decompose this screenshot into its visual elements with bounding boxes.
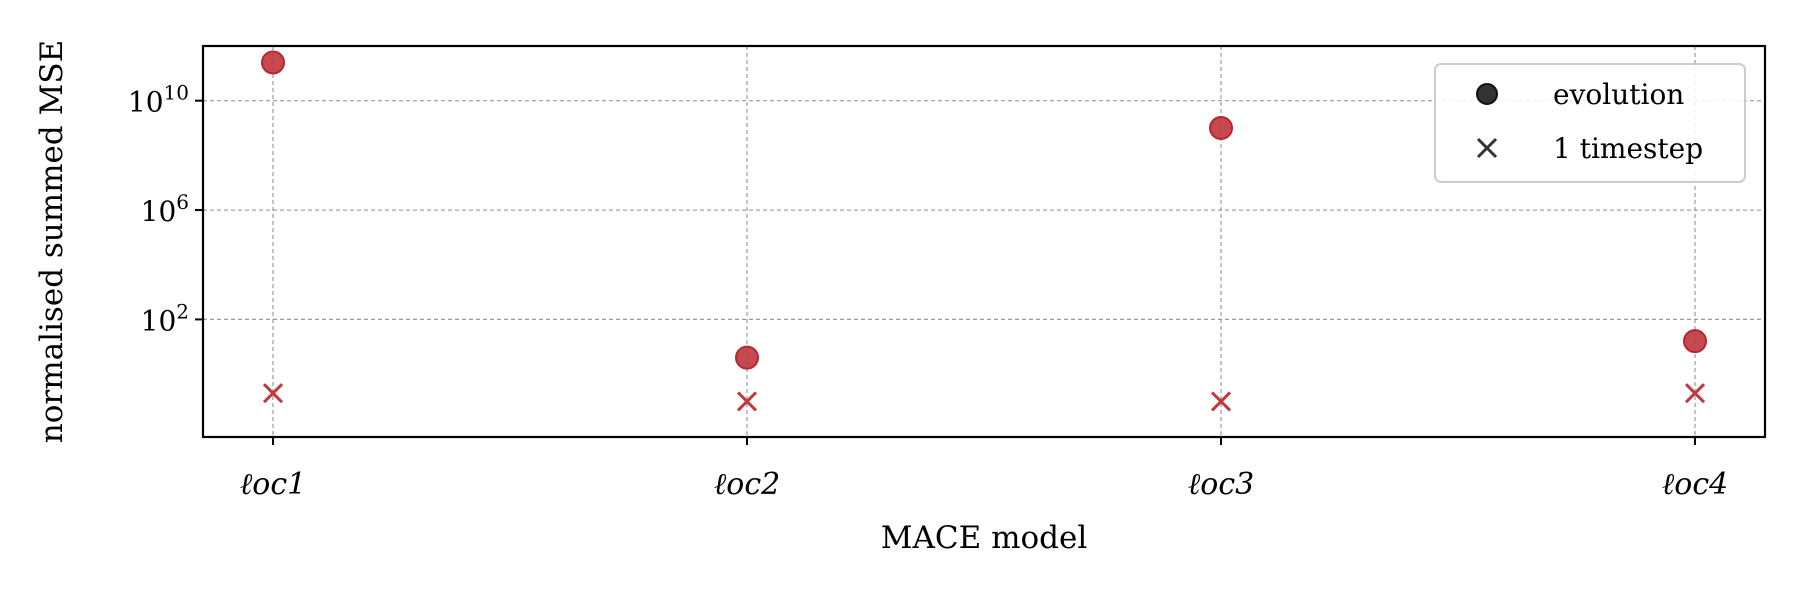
point-evolution xyxy=(735,345,759,370)
legend-label-evolution: evolution xyxy=(1553,78,1684,111)
x-tick-label: ℓoc3 xyxy=(1188,467,1254,502)
plot-frame xyxy=(201,44,1767,439)
y-tick-layer: 102 106 1010 xyxy=(128,81,203,337)
legend-box xyxy=(1434,63,1746,183)
y-tick-label: 1010 xyxy=(128,81,189,119)
y-tick-label: 102 xyxy=(141,299,189,337)
legend-label-1-timestep: 1 timestep xyxy=(1553,132,1703,165)
y-tick-label: 106 xyxy=(141,190,189,228)
legend-marker-1-timestep xyxy=(1476,137,1498,159)
x-axis-label: MACE model xyxy=(881,520,1088,556)
y-axis-label: normalised summed MSE xyxy=(34,40,70,443)
point-1-timestep xyxy=(1684,383,1706,404)
x-tick-label: ℓoc2 xyxy=(714,467,780,502)
mark-layer xyxy=(261,50,1707,412)
point-evolution xyxy=(261,50,285,75)
point-evolution xyxy=(1209,116,1233,141)
legend-marker-evolution xyxy=(1476,83,1498,105)
x-tick-label: ℓoc1 xyxy=(240,467,306,502)
point-1-timestep xyxy=(262,383,284,404)
legend: evolution 1 timestep xyxy=(1434,63,1746,183)
point-1-timestep xyxy=(1210,391,1232,412)
x-tick-label: ℓoc4 xyxy=(1662,467,1728,502)
point-evolution xyxy=(1683,329,1707,354)
point-1-timestep xyxy=(736,391,758,412)
x-tick-layer: ℓoc1 ℓoc2 ℓoc3 ℓoc4 xyxy=(240,437,1728,502)
